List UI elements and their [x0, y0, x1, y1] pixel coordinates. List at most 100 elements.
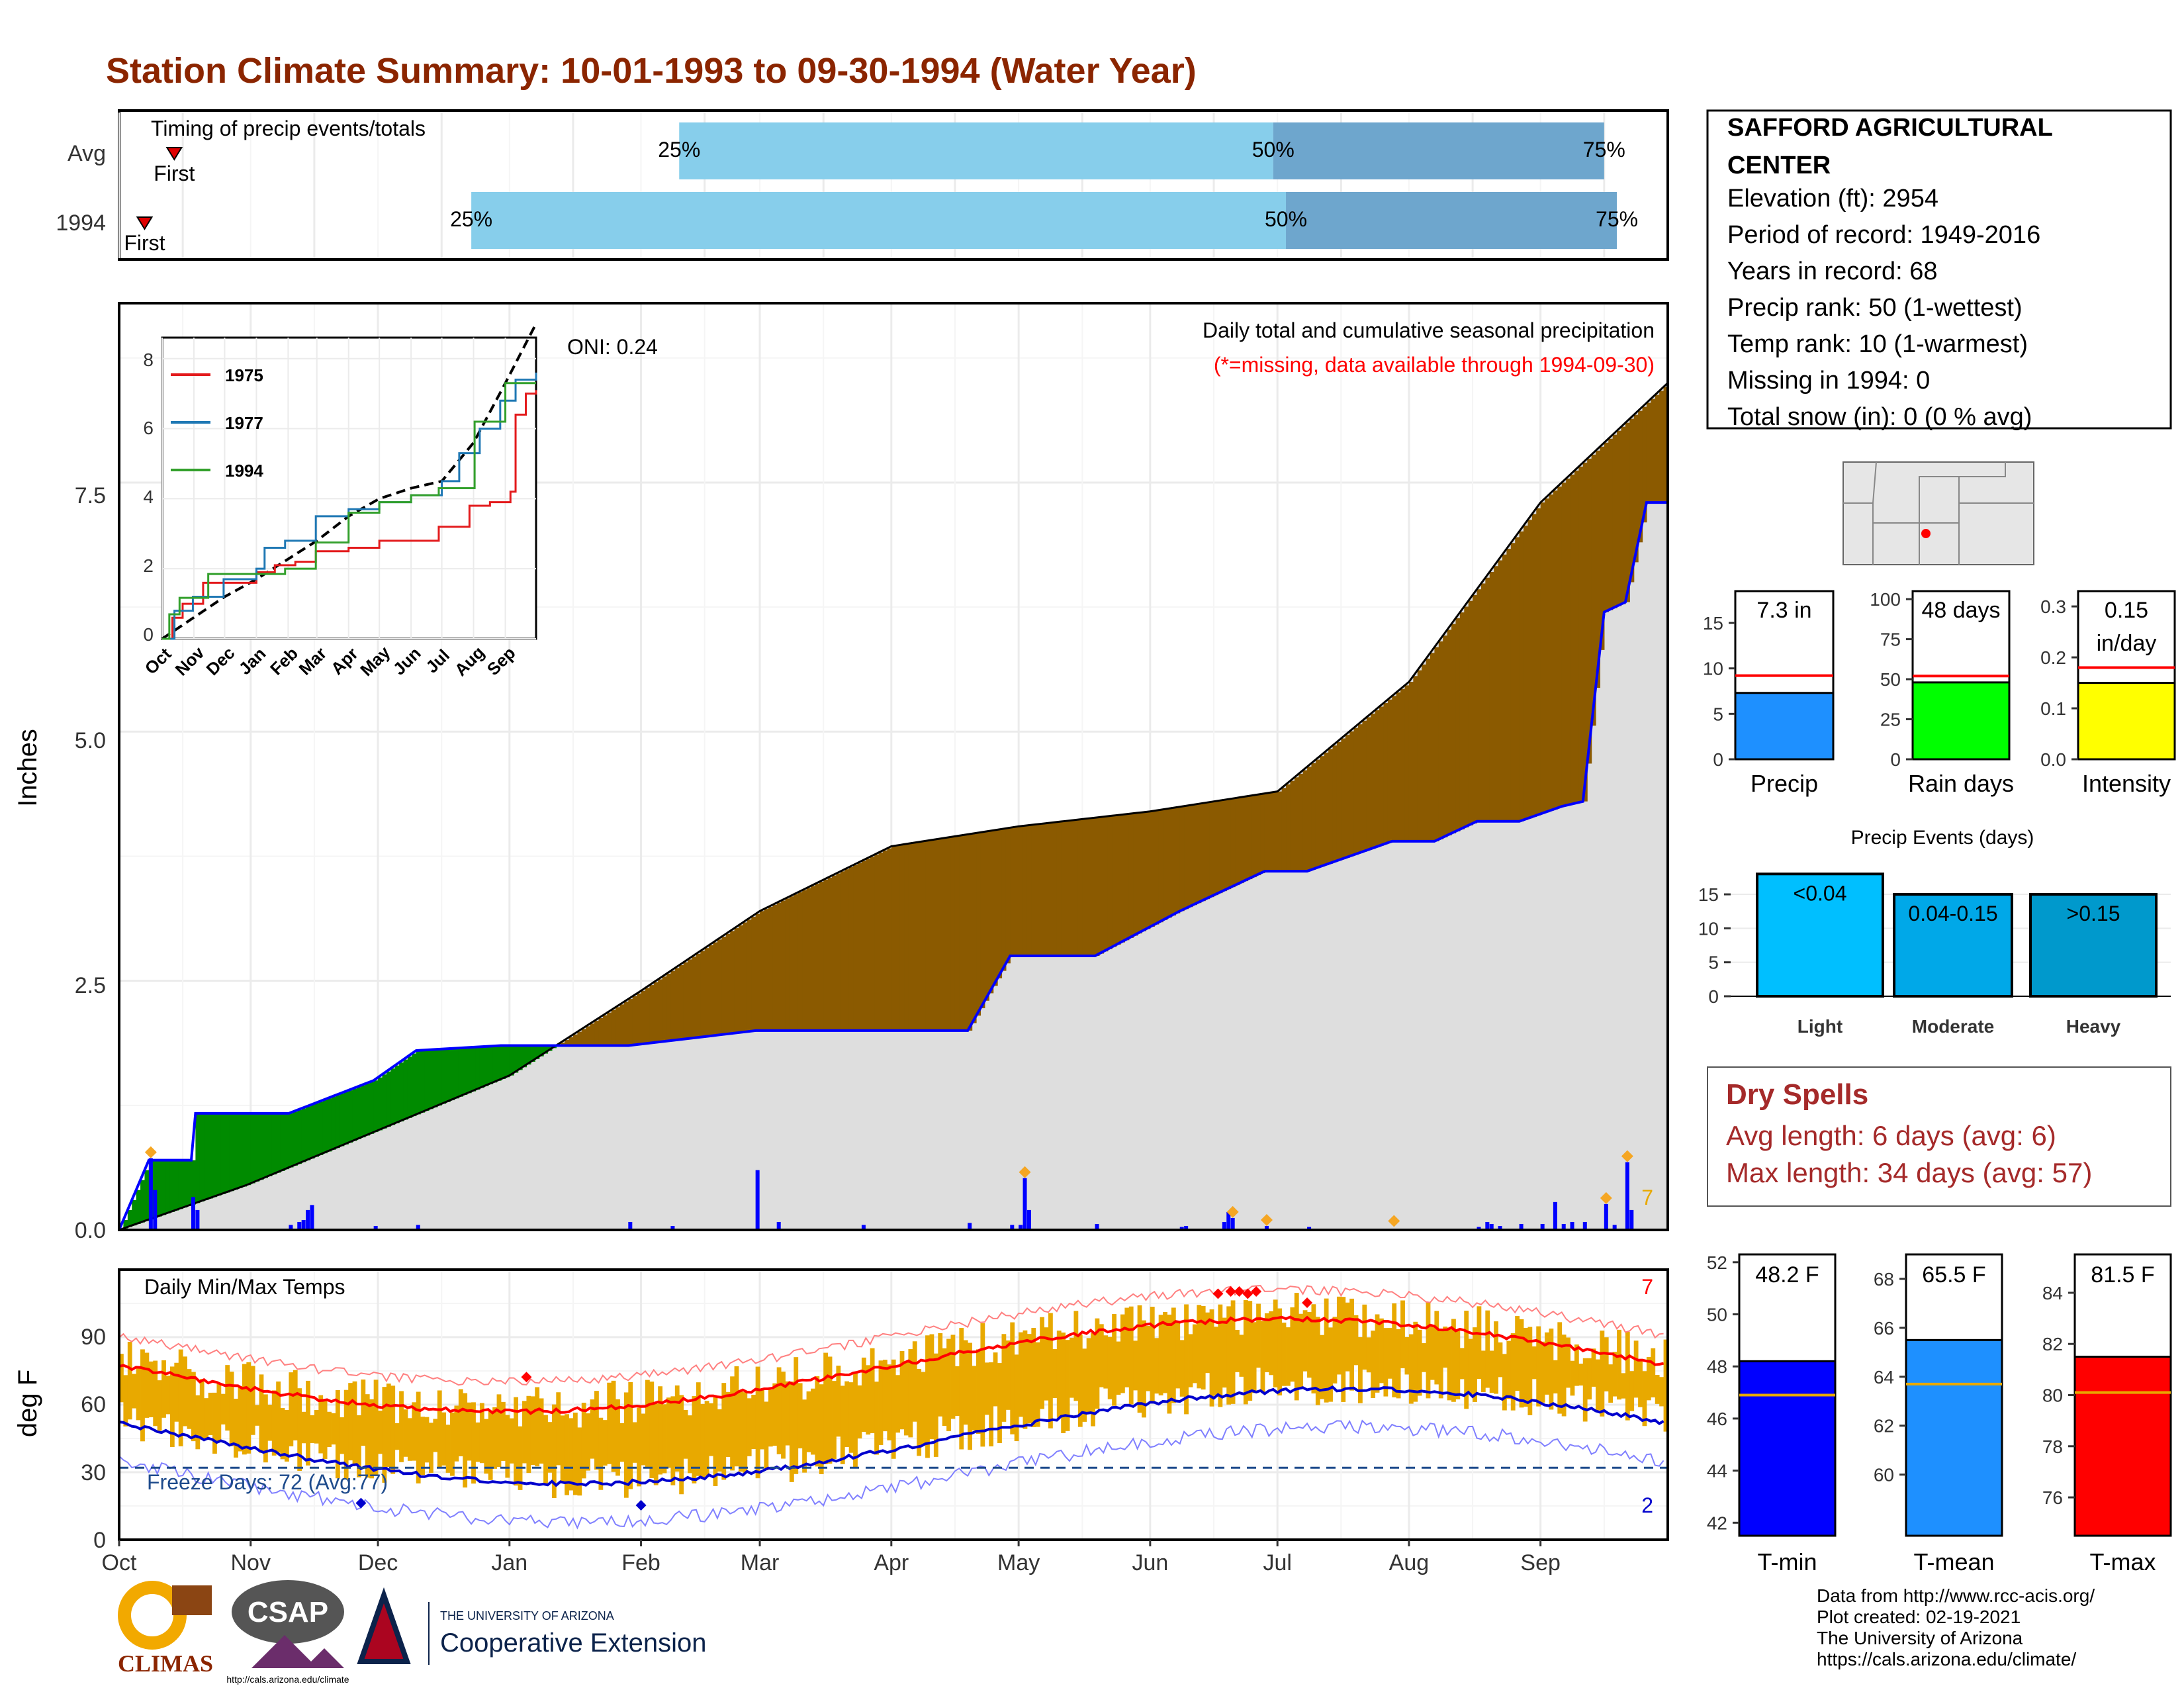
temp-summary-bar — [2073, 1356, 2172, 1537]
freeze-days: Freeze Days: 72 (Avg:77) — [147, 1470, 388, 1494]
daily-temp-bar — [1396, 1329, 1401, 1399]
daily-precip-bar — [191, 1197, 195, 1230]
cumulative-diff-slice — [870, 857, 875, 1031]
daily-precip-bar — [195, 1209, 200, 1230]
events-ytick: 5 — [1708, 953, 1719, 973]
cumulative-diff-slice — [1311, 763, 1316, 870]
inset-ytick-8: 8 — [143, 350, 154, 370]
summary-ytick: 0 — [1890, 749, 1901, 770]
cumulative-diff-slice — [390, 1068, 396, 1125]
cumulative-diff-slice — [1608, 438, 1614, 610]
cumulative-diff-slice — [1455, 618, 1461, 831]
precip-ytick-0: 0.0 — [75, 1218, 106, 1243]
cumulative-diff-slice — [772, 904, 778, 1031]
daily-temp-bar — [1214, 1327, 1218, 1395]
daily-temp-bar — [1536, 1326, 1541, 1407]
daily-temp-bar — [1137, 1305, 1142, 1413]
daily-temp-bar — [1485, 1310, 1490, 1388]
cumulative-diff-slice — [1197, 804, 1202, 904]
cumulative-diff-slice — [815, 884, 820, 1031]
cumulative-diff-slice — [208, 1113, 213, 1199]
daily-precip-bar — [1629, 1209, 1634, 1230]
cumulative-diff-slice — [1438, 641, 1443, 839]
daily-temp-bar — [522, 1401, 527, 1464]
cumulative-diff-slice — [1375, 710, 1380, 847]
temp-summary-value: 81.5 F — [2091, 1262, 2154, 1288]
ua-small-text: THE UNIVERSITY OF ARIZONA — [440, 1609, 614, 1622]
ua-big-text: Cooperative Extension — [440, 1628, 706, 1658]
daily-temp-bar — [1638, 1360, 1643, 1407]
daily-temp-bar — [1459, 1348, 1465, 1380]
cumulative-diff-slice — [475, 1047, 480, 1090]
timing-row-label-year: 1994 — [56, 211, 106, 236]
cumulative-diff-slice — [747, 919, 752, 1032]
cumulative-diff-slice — [526, 1045, 531, 1065]
cumulative-diff-slice — [1625, 422, 1630, 602]
cumulative-diff-slice — [293, 1111, 298, 1166]
daily-temp-bar — [1005, 1340, 1011, 1410]
cumulative-diff-slice — [1524, 526, 1529, 820]
cumulative-diff-slice — [700, 951, 705, 1037]
daily-temp-bar — [1019, 1332, 1023, 1417]
daily-temp-bar — [662, 1404, 667, 1474]
cumulative-diff-slice — [416, 1051, 421, 1115]
summary-ytick: 15 — [1703, 613, 1723, 633]
daily-temp-bar — [467, 1402, 472, 1461]
cumulative-diff-slice — [492, 1046, 498, 1083]
daily-temp-bar — [1175, 1321, 1181, 1389]
daily-precip-bar — [1489, 1223, 1494, 1230]
daily-temp-bar — [794, 1357, 799, 1474]
daily-temp-bar — [1133, 1340, 1138, 1391]
daily-temp-bar — [581, 1403, 586, 1479]
locator-map — [1843, 461, 2034, 565]
cumulative-diff-slice — [1069, 820, 1075, 957]
summary-ytick: 0.0 — [2040, 749, 2066, 770]
daily-temp-bar — [1426, 1301, 1431, 1399]
daily-temp-bar — [471, 1402, 476, 1484]
cumulative-diff-slice — [1396, 692, 1401, 841]
daily-temp-bar — [1502, 1354, 1507, 1411]
cumulative-diff-slice — [717, 939, 722, 1035]
daily-temp-bar — [861, 1357, 866, 1432]
cumulative-diff-slice — [1095, 818, 1100, 957]
cumulative-diff-slice — [628, 999, 633, 1046]
daily-temp-bar — [458, 1389, 463, 1456]
cumulative-diff-slice — [1566, 478, 1571, 806]
cumulative-diff-slice — [1413, 676, 1418, 841]
record-high-marker — [1225, 1286, 1236, 1297]
cumulative-diff-slice — [373, 1080, 379, 1133]
daily-temp-bar — [972, 1366, 977, 1430]
daily-temp-bar — [1040, 1317, 1044, 1409]
cumulative-diff-slice — [1201, 803, 1206, 902]
cumulative-diff-slice — [607, 1012, 612, 1046]
daily-temp-bar — [123, 1375, 128, 1427]
inset-line-1975 — [162, 390, 537, 640]
daily-temp-bar — [169, 1366, 175, 1447]
daily-temp-bar — [679, 1395, 684, 1495]
daily-temp-bar — [688, 1415, 692, 1474]
cumulative-diff-slice — [1468, 600, 1473, 825]
cumulative-diff-slice — [229, 1113, 234, 1192]
summary-ytick: 50 — [1880, 669, 1901, 690]
daily-temp-bar — [1290, 1307, 1295, 1382]
cumulative-diff-slice — [653, 982, 659, 1043]
cumulative-diff-slice — [386, 1071, 391, 1127]
daily-temp-bar — [1371, 1331, 1376, 1399]
cumulative-diff-slice — [246, 1113, 251, 1186]
cumulative-diff-slice — [632, 996, 637, 1045]
cumulative-diff-slice — [488, 1046, 493, 1085]
daily-precip-bar — [1604, 1203, 1608, 1230]
daily-temp-bar — [1107, 1336, 1113, 1399]
cumulative-diff-slice — [335, 1095, 340, 1149]
temp-summary-ytick: 80 — [2042, 1385, 2063, 1406]
daily-temp-bar — [1311, 1304, 1316, 1394]
daily-temp-bar — [658, 1386, 663, 1475]
daily-temp-bar — [500, 1401, 506, 1461]
summary-ytick: 75 — [1880, 630, 1901, 650]
daily-temp-bar — [165, 1376, 171, 1415]
cumulative-diff-slice — [658, 979, 663, 1043]
cumulative-diff-slice — [195, 1113, 201, 1203]
cumulative-diff-slice — [1099, 817, 1104, 954]
daily-temp-bar — [407, 1418, 412, 1461]
cumulative-diff-slice — [212, 1113, 218, 1197]
